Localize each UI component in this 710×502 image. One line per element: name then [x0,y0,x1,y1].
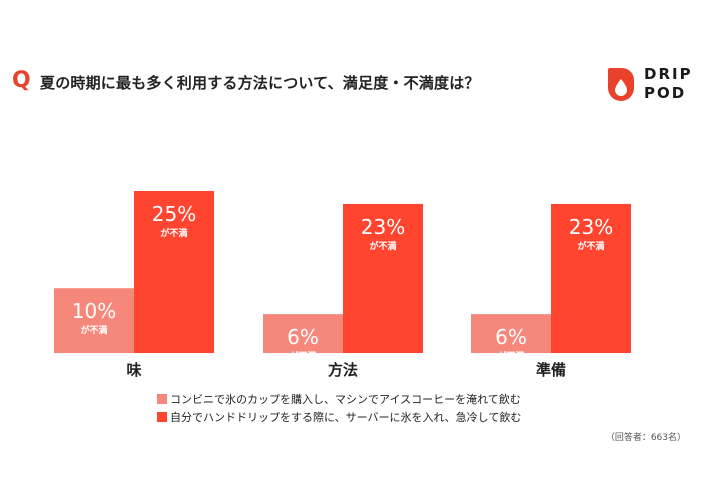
legend-swatch-1 [157,394,167,404]
logo-line-1: DRIP [644,65,693,83]
bar-sublabel-3-2: が不満 [577,240,604,252]
legend-item-2: 自分でハンドドリップをする際に、サーバーに氷を入れ、急冷して飲む [157,408,521,426]
bar-sublabel-3-1: が不満 [497,350,524,362]
bar-value-label-2-2: 23% [361,215,405,239]
bar-sublabel-1-1: が不満 [80,324,107,336]
bar-1-1 [54,288,134,353]
chart-legend: コンビニで氷のカップを購入し、マシンでアイスコーヒーを淹れて飲む 自分でハンドド… [157,390,521,426]
legend-label-1: コンビニで氷のカップを購入し、マシンでアイスコーヒーを淹れて飲む [170,393,521,406]
chart-title: 夏の時期に最も多く利用する方法について、満足度・不満度は？ [40,74,480,92]
bar-sublabel-2-2: が不満 [369,240,396,252]
bar-value-label-3-1: 6% [495,325,527,349]
logo-line-2: POD [644,84,687,102]
bar-value-label-3-2: 23% [569,215,613,239]
bar-2-2 [343,203,423,353]
legend-label-2: 自分でハンドドリップをする際に、サーバーに氷を入れ、急冷して飲む [170,411,522,424]
question-mark-label: Q [12,68,31,93]
bar-3-1 [471,314,551,353]
bar-1-2 [134,191,214,353]
logo-wordmark: DRIP POD [644,65,693,103]
bar-3-2 [551,203,631,353]
bar-2-1 [263,314,343,353]
legend-item-1: コンビニで氷のカップを購入し、マシンでアイスコーヒーを淹れて飲む [157,390,521,408]
bar-sublabel-2-1: が不満 [289,350,316,362]
drip-pod-logo: DRIP POD [606,64,698,104]
bar-value-label-2-1: 6% [287,325,319,349]
legend-swatch-2 [157,412,167,422]
bar-value-label-1-1: 10% [72,299,116,323]
category-label-3: 準備 [536,361,566,379]
drip-pod-drop-icon [608,68,634,101]
respondents-note: （回答者：663名） [605,433,686,443]
category-label-2: 方法 [328,361,358,379]
chart-header: Q 夏の時期に最も多く利用する方法について、満足度・不満度は？ DRIP POD [12,64,698,104]
bar-value-label-1-2: 25% [152,202,196,226]
category-label-1: 味 [126,361,141,379]
bar-sublabel-1-2: が不満 [160,227,187,239]
